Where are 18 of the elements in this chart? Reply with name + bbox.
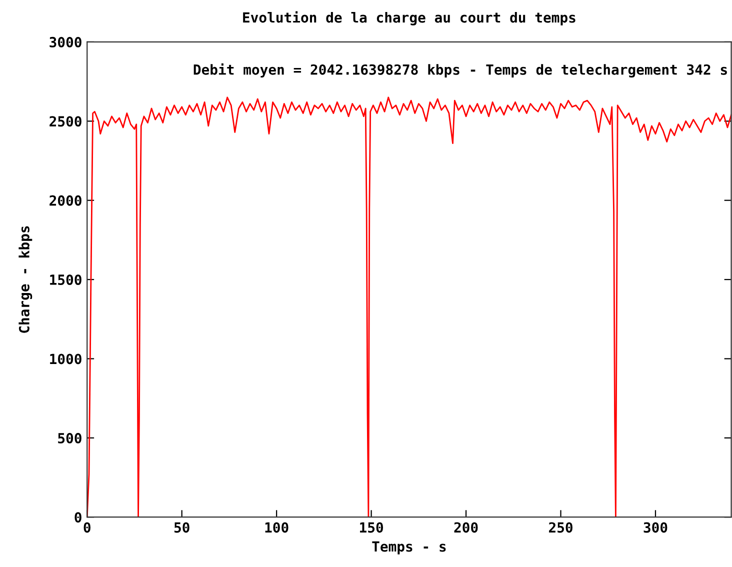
- y-tick-label: 500: [58, 432, 82, 444]
- y-tick-label: 2000: [50, 195, 82, 206]
- y-tick-label: 1500: [50, 274, 82, 286]
- y-tick-label: 0: [74, 512, 82, 523]
- x-tick-label: 50: [174, 522, 190, 533]
- x-tick-label: 200: [454, 522, 478, 533]
- x-tick-label: 0: [84, 522, 90, 533]
- y-tick-label: 3000: [50, 36, 82, 48]
- y-axis-title: Charge - kbps: [18, 226, 32, 333]
- annotation: Debit moyen = 2042.16398278 kbps - Temps de telechargement 342 s: [194, 63, 727, 78]
- x-tick-label: 300: [644, 522, 668, 533]
- chart-title: Evolution de la charge au court du temps: [243, 11, 576, 26]
- x-tick-label: 100: [265, 522, 288, 533]
- y-tick-label: 1000: [50, 354, 82, 364]
- y-tick-label: 2500: [50, 116, 82, 127]
- x-tick-label: 150: [360, 522, 384, 533]
- x-tick-label: 250: [548, 522, 572, 533]
- x-axis-title: Temps - s: [372, 541, 446, 554]
